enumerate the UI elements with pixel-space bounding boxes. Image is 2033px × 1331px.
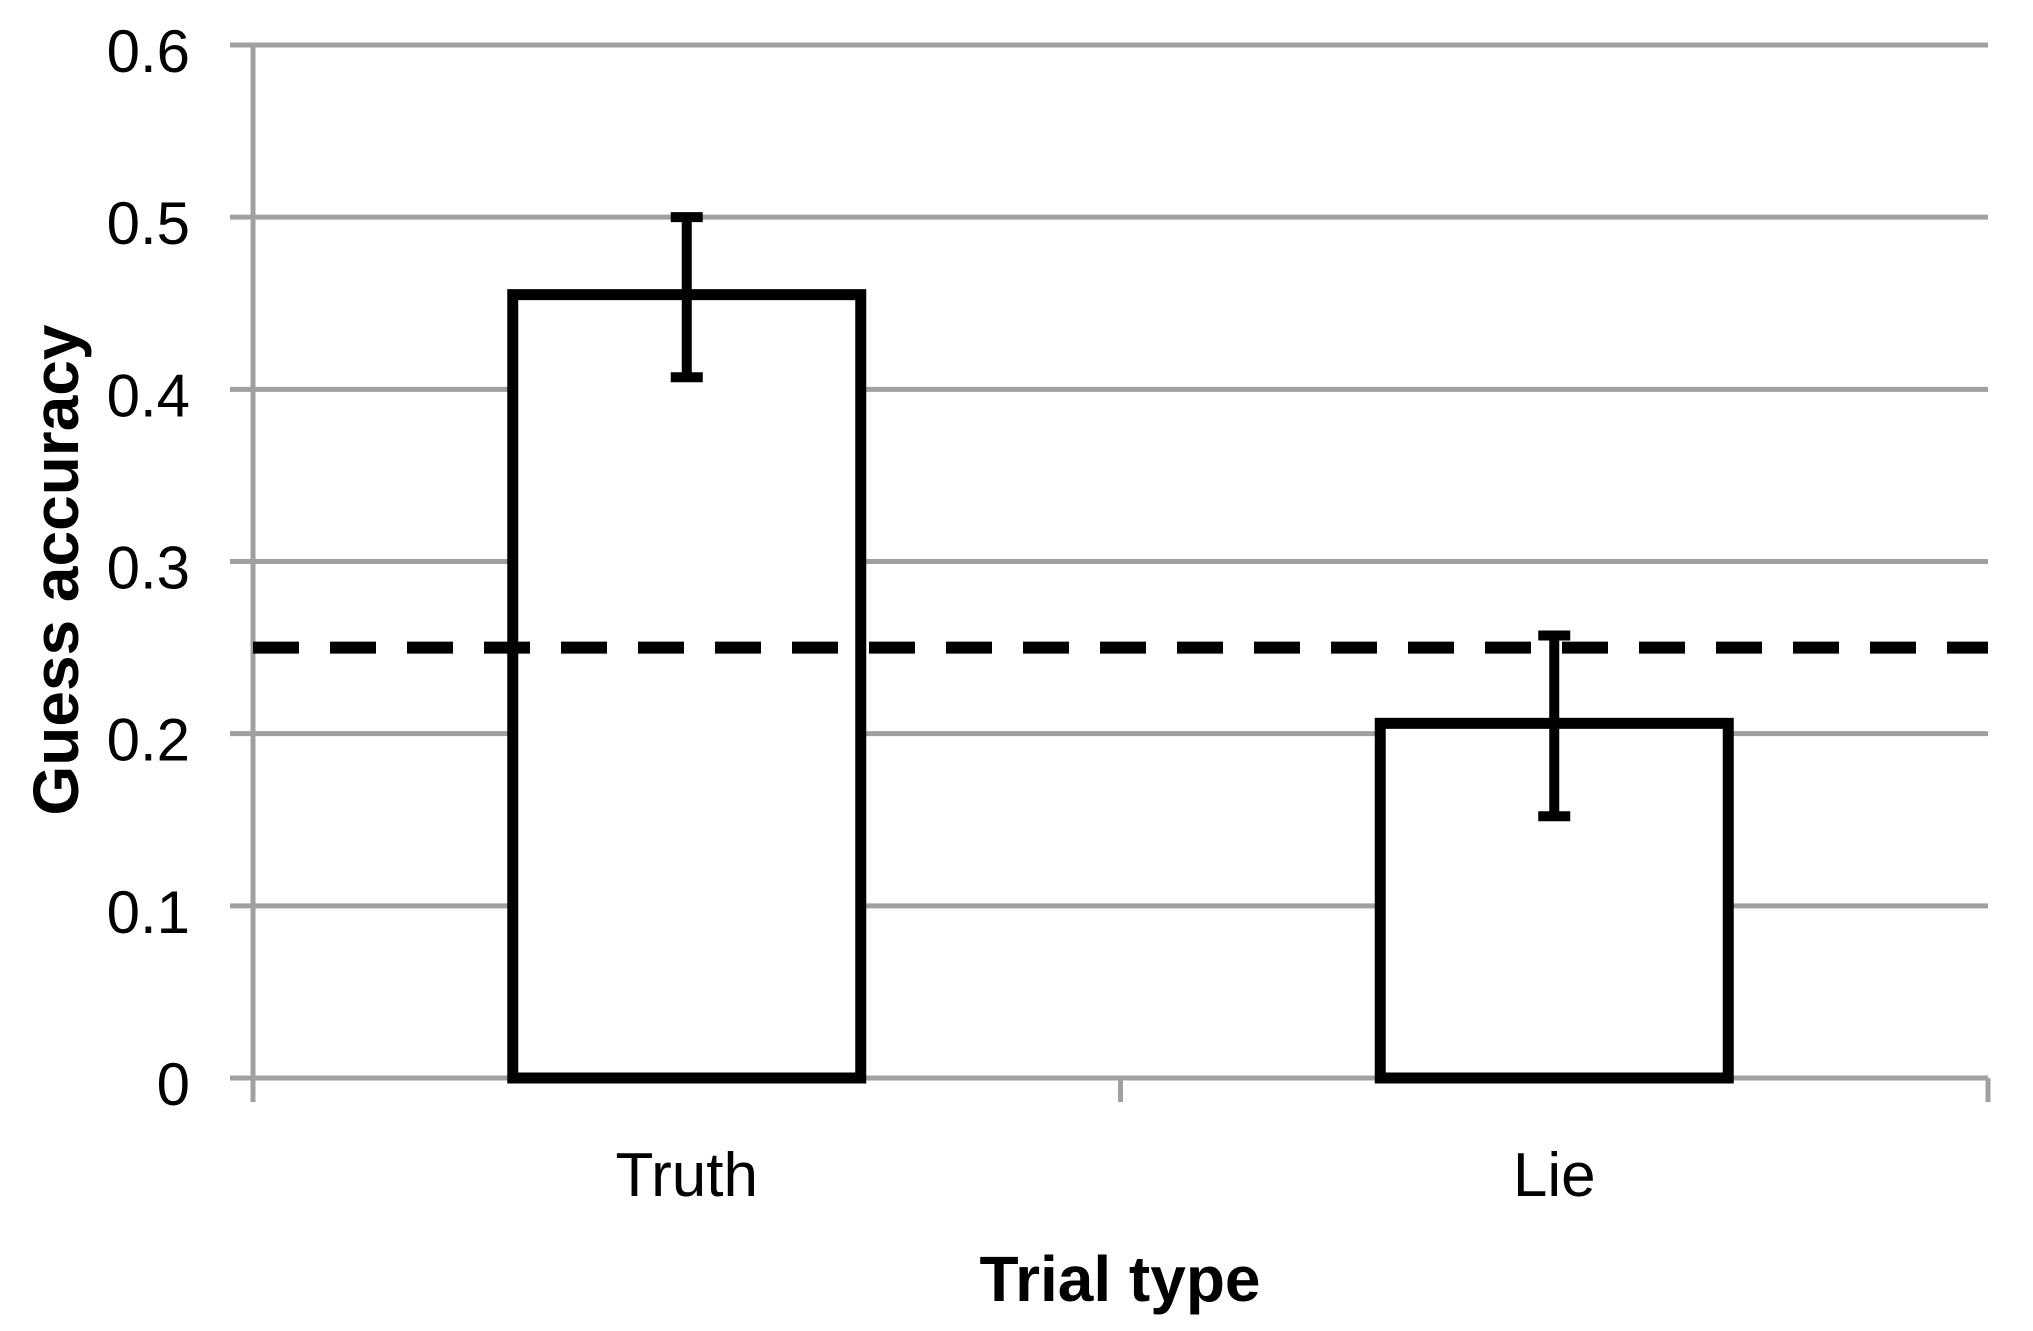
category-label-lie: Lie	[1513, 1141, 1596, 1210]
x-axis-title: Trial type	[980, 1243, 1261, 1315]
category-label-truth: Truth	[616, 1141, 758, 1210]
error-bar-truth	[670, 212, 703, 383]
y-tick-label: 0.5	[107, 190, 190, 257]
bars	[507, 289, 1734, 1084]
error-bar-lie	[1538, 630, 1571, 822]
y-axis	[230, 42, 256, 1081]
y-tick-label: 0.6	[107, 18, 190, 85]
y-tick-label: 0	[157, 1051, 190, 1118]
y-tick-labels: 0 0.1 0.2 0.3 0.4 0.5 0.6	[107, 18, 190, 1118]
y-tick-label: 0.2	[107, 707, 190, 774]
error-bars	[670, 212, 1571, 822]
bar-truth	[507, 289, 867, 1084]
y-tick-label: 0.4	[107, 362, 190, 429]
y-axis-title: Guess accuracy	[20, 324, 92, 815]
y-tick-label: 0.3	[107, 535, 190, 602]
x-category-labels: Truth Lie	[616, 1141, 1596, 1210]
y-tick-label: 0.1	[107, 879, 190, 946]
